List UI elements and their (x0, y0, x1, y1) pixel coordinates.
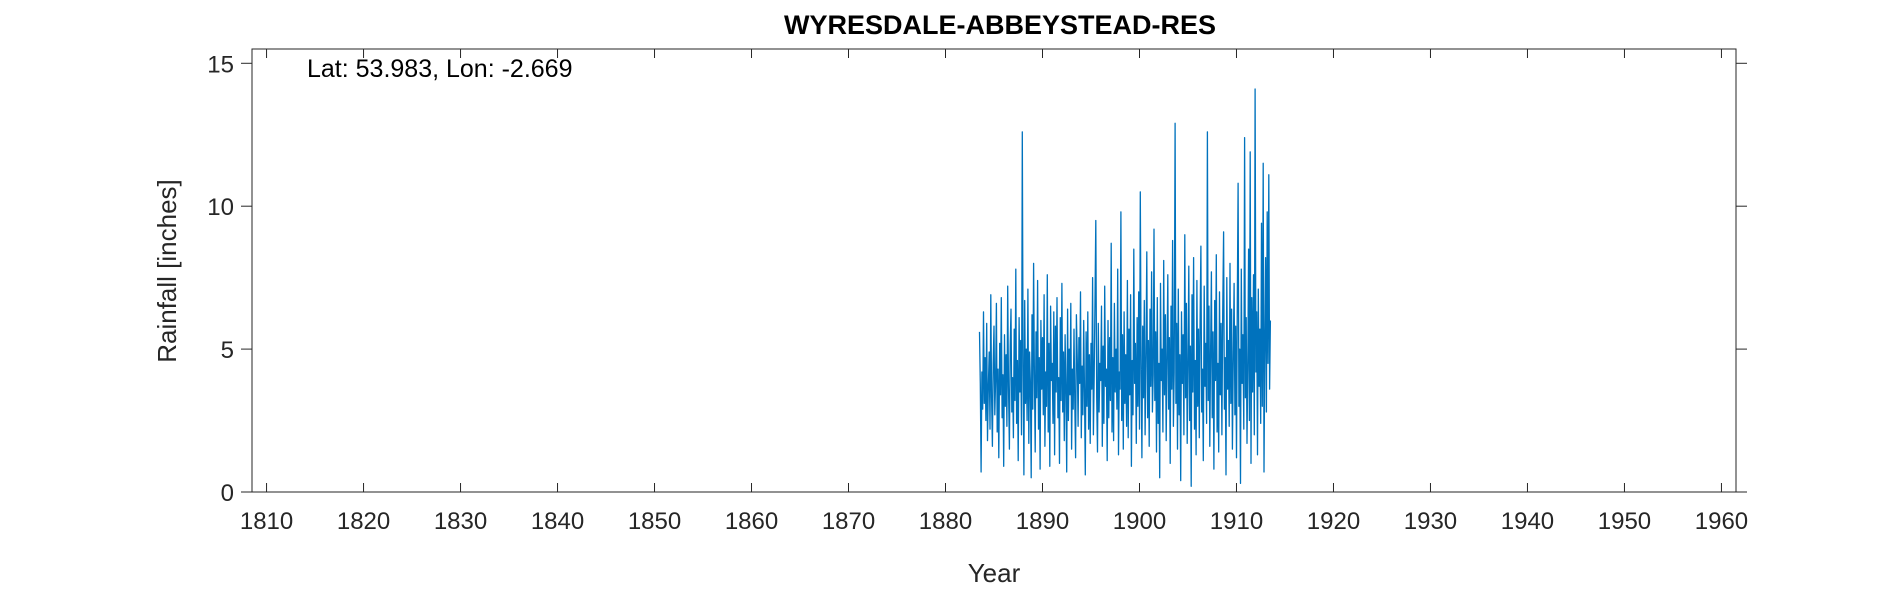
x-tick-label: 1930 (1404, 508, 1457, 535)
chart-title: WYRESDALE-ABBEYSTEAD-RES (784, 10, 1216, 40)
x-axis-label: Year (968, 558, 1021, 588)
plot-frame (251, 48, 1737, 493)
x-tick-label: 1940 (1501, 508, 1554, 535)
rainfall-series-line (978, 88, 1272, 487)
location-annotation: Lat: 53.983, Lon: -2.669 (307, 55, 573, 83)
y-axis-label: Rainfall [inches] (152, 179, 182, 363)
x-tick-label: 1860 (725, 508, 778, 535)
y-tick-label: 5 (221, 337, 234, 364)
x-tick-label: 1810 (240, 508, 293, 535)
y-axis-ticks: 0 5 10 15 (207, 51, 1747, 507)
x-tick-label: 1840 (531, 508, 584, 535)
x-tick-label: 1960 (1695, 508, 1748, 535)
y-tick-label: 0 (221, 480, 234, 507)
x-tick-label: 1910 (1210, 508, 1263, 535)
x-tick-label: 1820 (337, 508, 390, 535)
plot-area: 1810 1820 1830 1840 1850 1860 1870 1880 1890 1900… (207, 48, 1748, 535)
x-tick-label: 1870 (822, 508, 875, 535)
x-tick-label: 1900 (1113, 508, 1166, 535)
x-tick-label: 1850 (628, 508, 681, 535)
y-tick-label: 15 (207, 51, 234, 78)
x-tick-label: 1950 (1598, 508, 1651, 535)
x-tick-label: 1880 (919, 508, 972, 535)
x-tick-label: 1920 (1307, 508, 1360, 535)
x-tick-label: 1830 (434, 508, 487, 535)
y-tick-label: 10 (207, 194, 234, 221)
x-axis-ticks: 1810 1820 1830 1840 1850 1860 1870 1880 1890 1900… (240, 49, 1748, 535)
x-tick-label: 1890 (1016, 508, 1069, 535)
